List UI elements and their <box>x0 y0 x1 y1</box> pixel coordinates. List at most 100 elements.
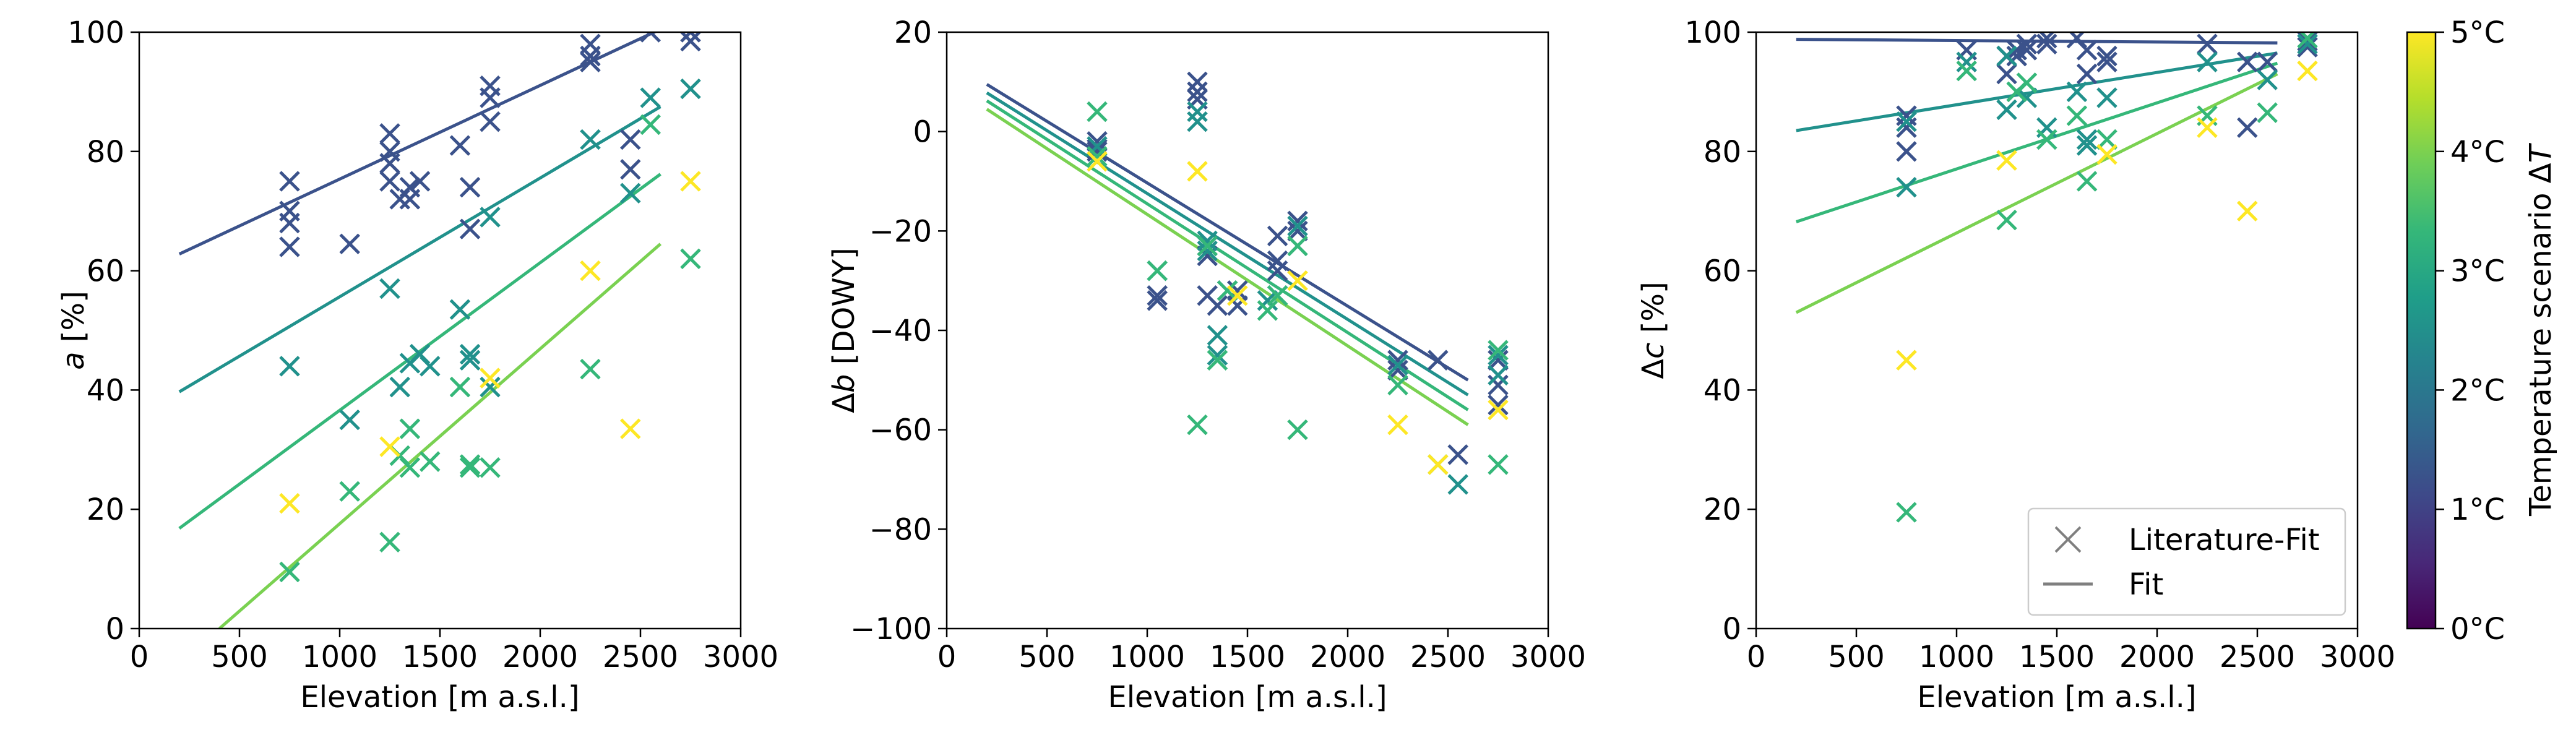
marker-dt1 <box>379 123 400 144</box>
marker-dt3 <box>1217 280 1238 301</box>
marker-dt5 <box>1227 285 1248 306</box>
colorbar-gradient <box>2406 31 2437 630</box>
marker-dt2 <box>1187 111 1208 132</box>
y-tick-label: −60 <box>869 413 932 448</box>
marker-dt5 <box>279 492 300 514</box>
y-tick-label: 100 <box>67 15 124 50</box>
x-axis-label: Elevation [m a.s.l.] <box>1917 680 2196 715</box>
marker-dt3 <box>1257 300 1278 321</box>
marker-dt2 <box>1996 45 2017 67</box>
marker-dt1 <box>2036 33 2057 55</box>
y-tick-label: −40 <box>869 314 932 348</box>
marker-dt3 <box>1387 374 1408 396</box>
marker-dt2 <box>1488 364 1509 386</box>
marker-dt3 <box>459 457 481 478</box>
legend: Literature-Fit Fit <box>2027 507 2346 616</box>
marker-dt1 <box>2006 40 2027 61</box>
marker-dt2 <box>1488 345 1509 366</box>
legend-label-literature-fit: Literature-Fit <box>2129 523 2320 557</box>
marker-dt2 <box>2096 87 2117 108</box>
marker-dt2 <box>459 350 481 371</box>
marker-dt2 <box>2197 51 2218 72</box>
marker-dt3 <box>449 376 471 398</box>
axes-frame <box>138 31 742 630</box>
marker-dt1 <box>2237 51 2258 72</box>
marker-dt1 <box>459 218 481 239</box>
panel-1: 0 500 1000 1500 2000 2500 3000 0 20 40 60 80 100 Elev… <box>56 15 778 715</box>
marker-dt2 <box>339 409 360 431</box>
marker-dt1 <box>339 233 360 254</box>
y-tick-label: −20 <box>869 214 932 249</box>
marker-dt5 <box>680 171 701 192</box>
marker-dt2 <box>1197 240 1218 262</box>
marker-dt1 <box>1447 444 1468 465</box>
marker-dt1 <box>2257 51 2278 72</box>
x-tick-label: 3000 <box>703 640 778 674</box>
marker-dt2 <box>1257 290 1278 311</box>
marker-dt3 <box>1488 340 1509 361</box>
marker-dt1 <box>1267 260 1288 282</box>
marker-dt1 <box>620 129 641 150</box>
marker-dt1 <box>2096 51 2117 72</box>
marker-dt2 <box>1956 51 1977 72</box>
marker-dt3 <box>1087 101 1108 123</box>
y-axis-label: a [%] <box>56 291 91 370</box>
marker-dt2 <box>1387 355 1408 376</box>
x-tick-label: 1000 <box>1919 640 1994 674</box>
marker-dt1 <box>1187 81 1208 103</box>
marker-dt1 <box>580 45 601 67</box>
marker-dt3 <box>1956 60 1977 82</box>
marker-dt1 <box>2036 32 2057 49</box>
marker-dt3 <box>2076 171 2098 192</box>
plot-area <box>178 32 701 629</box>
marker-dt2 <box>1896 111 1917 132</box>
y-tick-label: 20 <box>87 492 124 527</box>
marker-dt1 <box>1197 245 1218 267</box>
marker-dt3 <box>279 561 300 583</box>
marker-dt1 <box>1488 394 1509 416</box>
marker-dt1 <box>279 212 300 234</box>
marker-dt5 <box>2096 144 2117 165</box>
marker-dt1 <box>1896 141 1917 162</box>
colorbar-tick-label: 1°C <box>2450 492 2505 527</box>
marker-dt2 <box>2076 129 2098 150</box>
fit-line-dt2 <box>1796 51 2278 132</box>
marker-dt3 <box>459 454 481 475</box>
marker-dt3 <box>2036 129 2057 150</box>
y-tick-label: 40 <box>87 373 124 408</box>
marker-dt1 <box>2297 37 2318 58</box>
y-tick-label: 0 <box>1722 612 1741 647</box>
marker-dt1 <box>459 176 481 198</box>
panel-2: 0 500 1000 1500 2000 2500 3000 −100 −80 −60 −40 −20… <box>827 15 1586 715</box>
marker-dt3 <box>1488 454 1509 475</box>
x-tick-label: 3000 <box>2320 640 2395 674</box>
marker-dt3 <box>1197 235 1218 257</box>
marker-dt2 <box>459 343 481 365</box>
marker-dt1 <box>1428 350 1449 371</box>
x-axis-label: Elevation [m a.s.l.] <box>1108 680 1387 715</box>
x-tick-label: 2500 <box>2220 640 2295 674</box>
marker-dt1 <box>1087 141 1108 162</box>
x-tick-label: 1000 <box>1109 640 1185 674</box>
marker-dt3 <box>1287 419 1308 441</box>
x-axis-label: Elevation [m a.s.l.] <box>300 680 579 715</box>
marker-dt1 <box>1896 117 1917 139</box>
marker-dt5 <box>580 260 601 282</box>
marker-dt1 <box>620 158 641 180</box>
marker-dt2 <box>2016 87 2038 108</box>
marker-dt3 <box>2257 102 2278 123</box>
fit-line-dt4 <box>1795 72 2278 314</box>
marker-dt1 <box>640 32 661 43</box>
marker-dt1 <box>2076 40 2098 61</box>
legend-label-fit: Fit <box>2129 567 2163 602</box>
marker-dt1 <box>1187 71 1208 93</box>
y-tick-label: −80 <box>869 512 932 547</box>
marker-dt3 <box>2297 32 2318 49</box>
marker-dt5 <box>1187 161 1208 182</box>
y-tick-label: 60 <box>87 254 124 289</box>
marker-dt1 <box>480 111 501 132</box>
x-tick-label: 500 <box>211 640 268 674</box>
x-tick-label: 0 <box>1747 640 1766 674</box>
y-tick-label: 0 <box>913 115 932 150</box>
marker-dt1 <box>2096 45 2117 67</box>
